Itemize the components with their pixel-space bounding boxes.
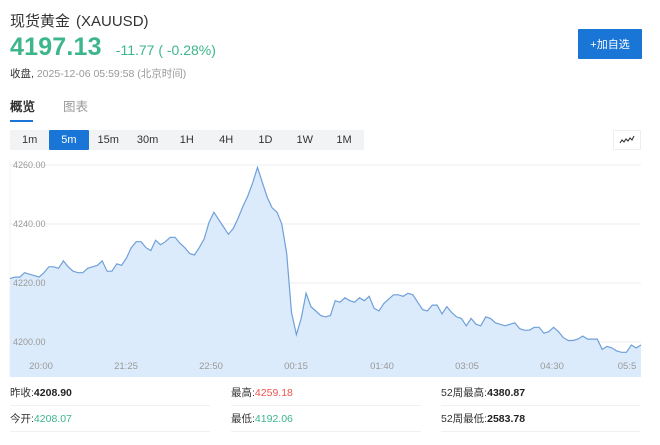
x-tick-label: 00:15	[284, 361, 308, 372]
y-tick-label: 4200.00	[13, 337, 46, 347]
chart-type-button[interactable]	[613, 130, 641, 150]
view-tabs: 概览 图表	[10, 96, 116, 122]
x-tick-label: 20:00	[29, 361, 53, 372]
stat-open: 今开: 4208.07	[10, 406, 210, 432]
stat-52w-low: 52周最低: 2583.78	[441, 406, 640, 432]
stat-high: 最高: 4259.18	[231, 380, 421, 406]
add-to-watchlist-button[interactable]: +加自选	[578, 29, 642, 59]
stats-row: 昨收: 4208.90 最高: 4259.18 52周最高: 4380.87	[10, 380, 640, 406]
period-1mo[interactable]: 1M	[336, 134, 352, 146]
stat-label: 今开:	[10, 413, 34, 425]
y-tick-label: 4260.00	[13, 160, 46, 170]
period-1w[interactable]: 1W	[296, 134, 313, 146]
y-axis-labels: 4260.00 4240.00 4220.00 4200.00	[13, 160, 46, 347]
line-chart-icon	[619, 135, 635, 144]
stat-label: 最低:	[231, 413, 255, 425]
stat-value: 4208.90	[33, 386, 72, 399]
stat-label: 最高:	[231, 387, 255, 399]
period-30m[interactable]: 30m	[136, 134, 159, 146]
status-timezone: (北京时间)	[137, 68, 187, 80]
stat-52w-high: 52周最高: 4380.87	[441, 380, 640, 406]
tab-overview[interactable]: 概览	[10, 96, 35, 122]
x-axis-labels: 20:00 21:25 22:50 00:15 01:40 03:05 04:30 05:5	[29, 361, 636, 372]
stat-prev-close: 昨收: 4208.90	[10, 380, 210, 406]
period-4h[interactable]: 4H	[219, 134, 234, 146]
stat-label: 52周最低:	[441, 413, 488, 425]
y-tick-label: 4240.00	[13, 219, 46, 229]
stat-value: 4192.06	[254, 412, 293, 425]
y-tick-label: 4220.00	[13, 278, 46, 288]
price-chart[interactable]: 4260.00 4240.00 4220.00 4200.00 20:00 21:25 2…	[0, 155, 660, 377]
period-1m[interactable]: 1m	[22, 134, 38, 146]
instrument-title: 现货黄金 (XAUUSD)	[10, 10, 149, 31]
x-tick-label: 01:40	[370, 361, 394, 372]
price-row: 4197.13 -11.77 ( -0.28%)	[10, 33, 216, 62]
status-timestamp: 2025-12-06 05:59:58	[36, 68, 135, 80]
chart-area-fill	[10, 167, 641, 377]
stat-value: 4259.18	[254, 386, 293, 399]
x-tick-label: 22:50	[199, 361, 223, 372]
stat-value: 4208.07	[33, 412, 72, 425]
x-tick-label: 04:30	[540, 361, 564, 372]
stat-label: 昨收:	[10, 387, 34, 399]
period-15m[interactable]: 15m	[97, 134, 119, 146]
price-change: -11.77 ( -0.28%)	[115, 42, 216, 58]
period-5m[interactable]: 5m	[49, 130, 89, 150]
x-tick-label: 05:5	[618, 361, 637, 372]
chart-price-line	[9, 165, 642, 353]
stat-value: 2583.78	[487, 412, 526, 425]
market-status: 收盘, 2025-12-06 05:59:58 (北京时间)	[10, 66, 186, 81]
instrument-name: 现货黄金	[10, 13, 71, 30]
x-tick-label: 21:25	[114, 361, 138, 372]
tab-chart[interactable]: 图表	[63, 100, 89, 114]
last-price: 4197.13	[10, 33, 102, 61]
stat-label: 52周最高:	[441, 387, 488, 399]
period-1d[interactable]: 1D	[258, 134, 273, 146]
period-selector: 1m 5m 15m 30m 1H 4H 1D 1W 1M	[10, 130, 364, 150]
period-1h[interactable]: 1H	[179, 134, 194, 146]
x-tick-label: 03:05	[455, 361, 479, 372]
stats-panel: 昨收: 4208.90 最高: 4259.18 52周最高: 4380.87 今…	[10, 380, 640, 432]
instrument-code: (XAUUSD)	[76, 13, 149, 30]
stat-low: 最低: 4192.06	[231, 406, 421, 432]
status-label: 收盘,	[10, 68, 34, 80]
stats-row: 今开: 4208.07 最低: 4192.06 52周最低: 2583.78	[10, 406, 640, 432]
stat-value: 4380.87	[487, 386, 526, 399]
